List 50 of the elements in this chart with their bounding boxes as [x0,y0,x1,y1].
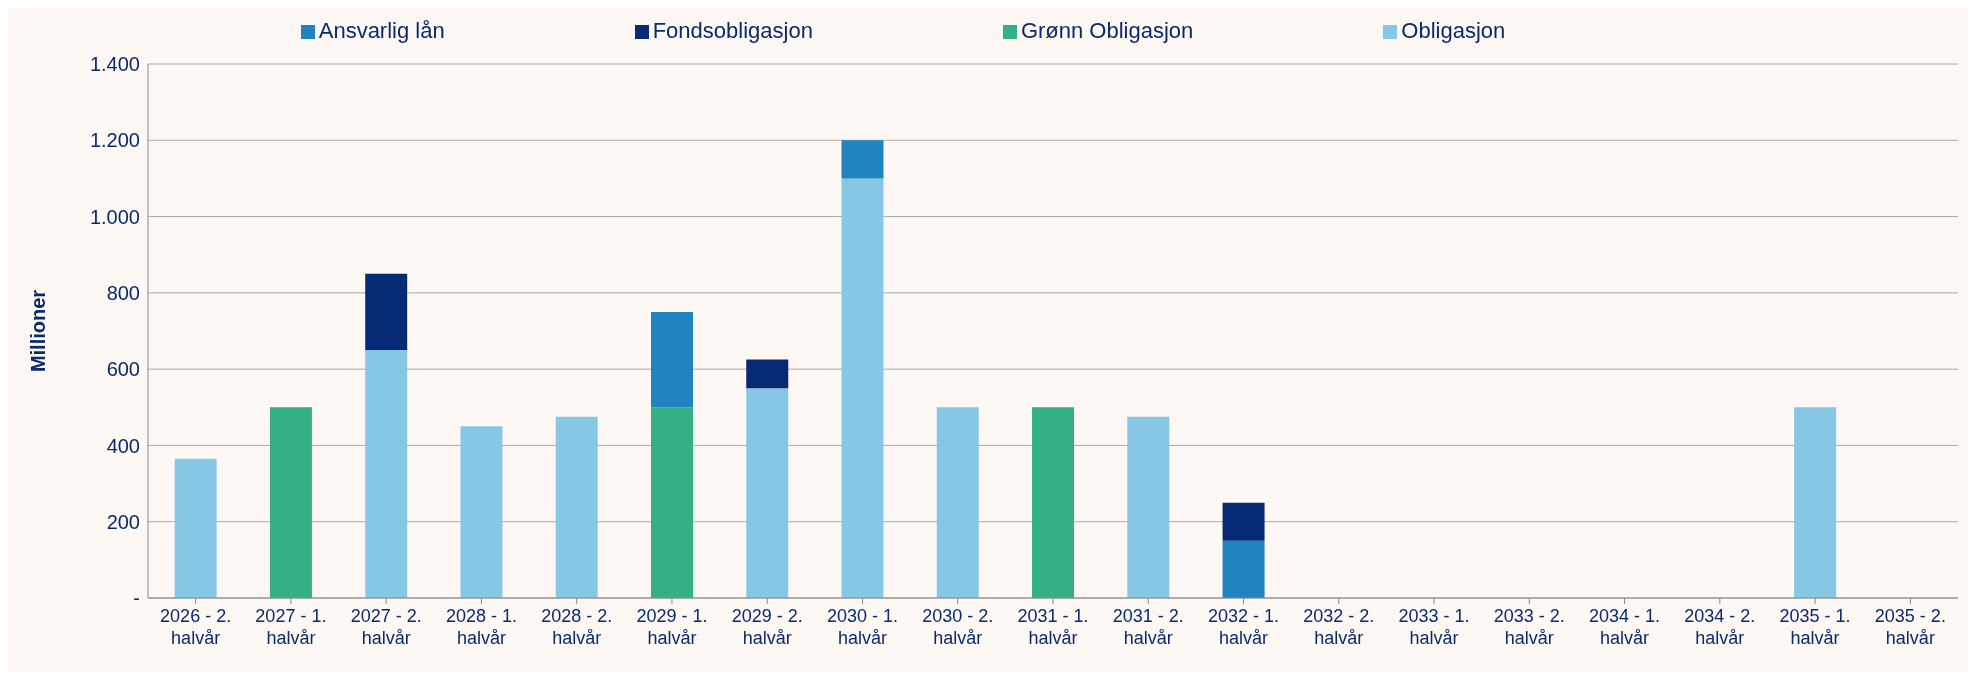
bar [269,407,312,598]
bar [841,178,884,598]
bar [1222,540,1265,598]
x-tick-label: 2031 - 1. halvår [1017,606,1089,648]
legend-label: Fondsobligasjon [652,18,813,43]
x-tick-label: 2030 - 1. halvår [826,606,898,648]
y-tick-label: 200 [106,510,140,533]
x-tick-label: 2029 - 2. halvår [731,606,803,648]
bar [841,140,884,179]
legend-label: Obligasjon [1401,18,1506,43]
bar [1127,416,1170,598]
x-tick-label: 2030 - 2. halvår [922,606,994,648]
y-tick-label: 1.400 [89,53,140,76]
x-tick-label: 2028 - 2. halvår [541,606,613,648]
bar [650,311,693,408]
bar [1222,502,1265,541]
y-tick-label: 1.000 [89,205,140,228]
x-tick-label: 2034 - 2. halvår [1684,606,1756,648]
bar [174,458,217,598]
x-tick-label: 2031 - 2. halvår [1112,606,1184,648]
bar [746,388,789,598]
bar [936,407,979,598]
bar [1794,407,1837,598]
y-tick-label: 400 [106,434,140,457]
y-axis-title: Millioner [27,289,50,373]
x-tick-label: 2029 - 1. halvår [636,606,708,648]
bar [365,350,408,598]
x-tick-label: 2034 - 1. halvår [1589,606,1661,648]
x-tick-label: 2035 - 2. halvår [1874,606,1946,648]
bar [460,426,503,598]
x-tick-label: 2035 - 1. halvår [1779,606,1851,648]
bar [555,416,598,598]
bar [365,273,408,351]
y-tick-label: 800 [106,281,140,304]
x-tick-label: 2026 - 2. halvår [160,606,232,648]
x-tick-label: 2028 - 1. halvår [445,606,517,648]
x-tick-label: 2033 - 2. halvår [1493,606,1565,648]
y-tick-label: - [133,587,140,610]
legend-label: Grønn Obligasjon [1020,18,1194,43]
y-tick-label: 600 [106,358,140,381]
x-tick-label: 2027 - 2. halvår [350,606,422,648]
bar [746,359,789,389]
x-tick-label: 2032 - 1. halvår [1208,606,1280,648]
x-tick-label: 2027 - 1. halvår [255,606,327,648]
x-tick-label: 2033 - 1. halvår [1398,606,1470,648]
y-tick-label: 1.200 [89,129,140,152]
bar [650,407,693,598]
x-tick-label: 2032 - 2. halvår [1303,606,1375,648]
legend-label: Ansvarlig lån [318,18,445,43]
bar [1032,407,1075,598]
